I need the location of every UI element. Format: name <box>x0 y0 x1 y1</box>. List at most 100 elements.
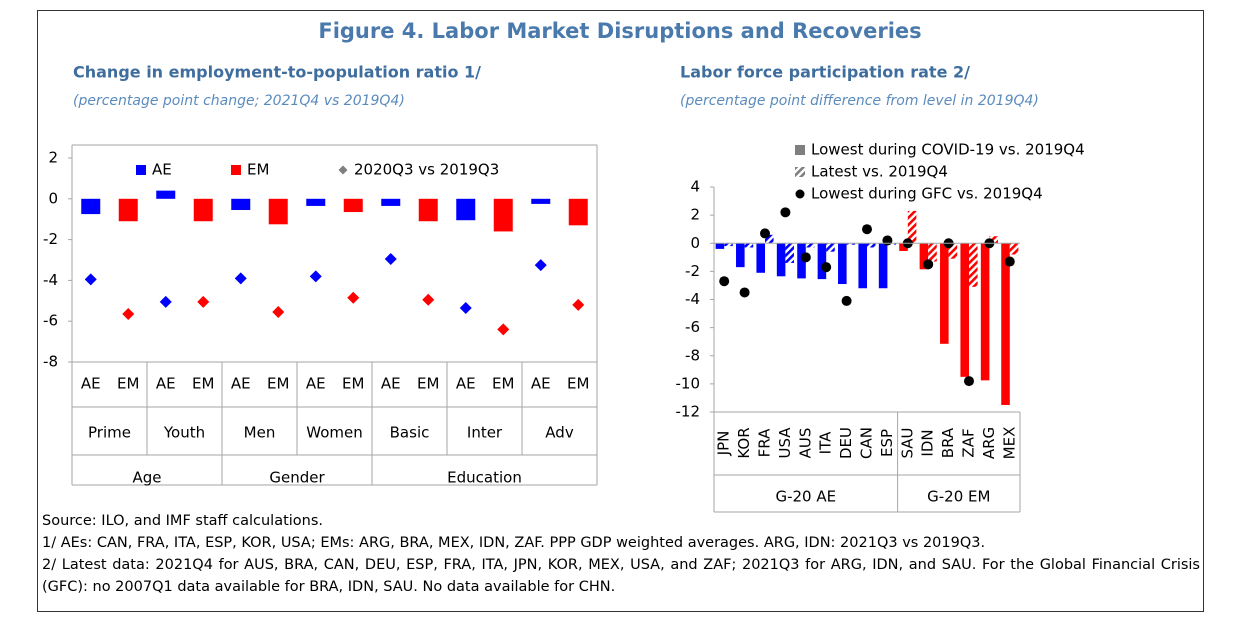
bar <box>81 198 101 215</box>
figure-frame <box>37 10 1204 612</box>
bar <box>940 243 949 344</box>
scatter-point <box>384 252 397 265</box>
bar <box>568 198 588 226</box>
legend-label: Lowest during GFC vs. 2019Q4 <box>811 185 1043 203</box>
group-label: Education <box>447 469 522 487</box>
scatter-point <box>923 259 934 270</box>
bar <box>268 198 288 225</box>
bar <box>381 198 401 206</box>
bar <box>715 243 725 249</box>
y-tick-label: -8 <box>43 353 58 371</box>
x-tick-label: USA <box>776 427 794 459</box>
x-tick-label: AE <box>81 375 101 393</box>
subgroup-label: Basic <box>390 424 430 442</box>
bar <box>744 243 754 248</box>
bar <box>785 243 794 263</box>
bar <box>724 243 733 247</box>
x-tick-label: SAU <box>898 427 916 458</box>
x-tick-label: ARG <box>980 427 998 459</box>
scatter-point <box>197 295 210 308</box>
x-tick-label: AE <box>231 375 251 393</box>
x-tick-label: EM <box>567 375 589 393</box>
group-label: Gender <box>269 469 325 487</box>
x-tick-label: FRA <box>756 428 774 457</box>
bar <box>231 198 251 211</box>
x-tick-label: AE <box>381 375 401 393</box>
y-tick-label: 0 <box>48 189 58 207</box>
bar <box>846 243 856 245</box>
x-tick-label: AE <box>156 375 176 393</box>
y-tick-label: -6 <box>685 318 700 336</box>
bar <box>960 243 969 377</box>
subgroup-label: Men <box>244 424 276 442</box>
bar <box>826 243 835 252</box>
scatter-point <box>122 308 135 321</box>
bar <box>887 243 896 245</box>
bar <box>118 198 138 222</box>
bar <box>343 198 363 213</box>
subgroup-label: Inter <box>467 424 503 442</box>
bar <box>838 243 847 285</box>
note: 2/ Latest data: 2021Q4 for AUS, BRA, CAN… <box>42 557 1200 595</box>
bar <box>919 243 929 270</box>
bar <box>980 243 990 381</box>
legend-swatch <box>795 189 805 199</box>
scatter-point <box>84 273 97 286</box>
y-tick-label: -4 <box>43 271 58 289</box>
scatter-point <box>459 301 472 314</box>
y-tick-label: -2 <box>43 230 58 248</box>
legend-label: AE <box>152 161 172 179</box>
y-tick-label: 0 <box>690 234 700 252</box>
bar <box>306 198 326 206</box>
chart-subtitle: (percentage point change; 2021Q4 vs 2019… <box>73 93 405 109</box>
bar <box>736 243 745 268</box>
y-tick-label: -2 <box>685 262 700 280</box>
bar <box>156 190 176 199</box>
x-tick-label: EM <box>192 375 214 393</box>
chart-subtitle: (percentage point difference from level … <box>680 93 1039 109</box>
y-tick-label: 2 <box>48 149 58 167</box>
scatter-point <box>862 224 872 235</box>
x-tick-label: IDN <box>919 429 937 456</box>
x-tick-label: EM <box>342 375 364 393</box>
bar <box>797 243 806 279</box>
scatter-point <box>821 262 832 273</box>
legend-label: Lowest during COVID-19 vs. 2019Q4 <box>811 141 1085 159</box>
y-tick-label: -4 <box>685 290 700 308</box>
subgroup-label: Youth <box>163 424 205 442</box>
legend-swatch <box>231 165 241 175</box>
y-tick-label: 2 <box>690 206 700 224</box>
scatter-point <box>347 291 360 304</box>
legend-swatch <box>136 165 146 175</box>
y-tick-label: -8 <box>685 346 700 364</box>
subgroup-label: Adv <box>545 424 574 442</box>
x-tick-label: EM <box>492 375 514 393</box>
legend-swatch <box>795 167 805 177</box>
y-tick-label: -6 <box>43 312 58 330</box>
x-tick-label: EM <box>417 375 439 393</box>
group-label: G-20 EM <box>927 488 990 506</box>
note: Source: ILO, and IMF staff calculations. <box>42 513 324 529</box>
legend-swatch <box>338 165 348 175</box>
x-tick-label: KOR <box>735 427 753 458</box>
y-tick-label: -12 <box>676 403 701 421</box>
bar <box>899 243 908 251</box>
bar <box>867 243 876 248</box>
bar <box>817 243 827 280</box>
legend-swatch <box>795 145 805 155</box>
chart-title: Labor force participation rate 2/ <box>680 63 970 82</box>
group-label: G-20 AE <box>775 488 836 506</box>
bar <box>531 198 551 204</box>
x-tick-label: ZAF <box>960 428 978 457</box>
x-tick-label: BRA <box>939 427 957 458</box>
scatter-point <box>964 376 974 387</box>
bar <box>456 198 476 221</box>
bar <box>969 243 978 287</box>
x-tick-label: JPN <box>715 431 733 457</box>
chart-title: Change in employment-to-population ratio… <box>73 63 481 82</box>
x-tick-label: AE <box>531 375 551 393</box>
legend-label: EM <box>247 161 269 179</box>
bar <box>1009 243 1019 255</box>
y-tick-label: -10 <box>676 374 701 392</box>
x-tick-label: ESP <box>878 429 896 457</box>
